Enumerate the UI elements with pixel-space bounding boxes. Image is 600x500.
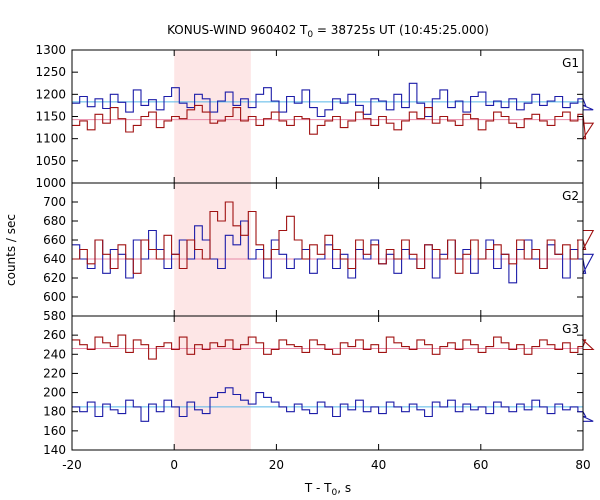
y-tick-label: 640 [43, 252, 66, 266]
x-axis-label-pre: T - T [304, 481, 332, 495]
y-tick-label: 620 [43, 271, 66, 285]
y-tick-label: 200 [43, 386, 66, 400]
y-tick-label: 660 [43, 233, 66, 247]
series-line-red [72, 201, 595, 274]
y-tick-label: 580 [43, 309, 66, 323]
y-tick-label: 1250 [35, 65, 66, 79]
y-tick-label: 600 [43, 290, 66, 304]
y-tick-label: 1100 [35, 132, 66, 146]
chart-title-pre: KONUS-WIND 960402 T [167, 23, 308, 37]
highlight-band [174, 50, 251, 183]
series-line-red [72, 104, 595, 140]
chart-title-sub: 0 [307, 30, 313, 40]
y-tick-label: 1200 [35, 87, 66, 101]
x-tick-label: 80 [575, 458, 590, 472]
x-tick-label: 0 [170, 458, 178, 472]
y-tick-label: 680 [43, 214, 66, 228]
x-axis-label: T - T0, s [304, 481, 351, 498]
y-tick-label: 1050 [35, 154, 66, 168]
x-axis-label-post: , s [337, 481, 351, 495]
highlight-band [174, 183, 251, 316]
panel-label: G3 [562, 322, 579, 336]
series-line-blue [72, 82, 594, 118]
chart-title-post: = 38725s UT (10:45:25.000) [313, 23, 489, 37]
y-tick-label: 1300 [35, 43, 66, 57]
series-line-blue [72, 387, 594, 422]
y-tick-label: 1150 [35, 110, 66, 124]
y-tick-label: 220 [43, 366, 66, 380]
y-axis-label: counts / sec [4, 214, 18, 286]
series-line-red [72, 334, 595, 360]
y-tick-label: 180 [43, 405, 66, 419]
y-tick-label: 240 [43, 347, 66, 361]
x-axis-label-sub: 0 [332, 488, 338, 498]
y-tick-label: 160 [43, 424, 66, 438]
x-tick-label: 40 [371, 458, 386, 472]
y-tick-label: 1000 [35, 176, 66, 190]
x-tick-label: -20 [62, 458, 82, 472]
x-tick-label: 20 [269, 458, 284, 472]
y-tick-label: 260 [43, 328, 66, 342]
chart-title: KONUS-WIND 960402 T0 = 38725s UT (10:45:… [167, 23, 489, 40]
panel-label: G2 [562, 189, 579, 203]
panel-frame [71, 315, 584, 451]
panel-label: G1 [562, 56, 579, 70]
highlight-band [174, 316, 251, 450]
plot-layer: 1000105011001150120012501300G15806006206… [35, 43, 595, 472]
y-tick-label: 700 [43, 195, 66, 209]
x-tick-label: 60 [473, 458, 488, 472]
y-tick-label: 140 [43, 443, 66, 457]
series-line-blue [72, 220, 595, 284]
